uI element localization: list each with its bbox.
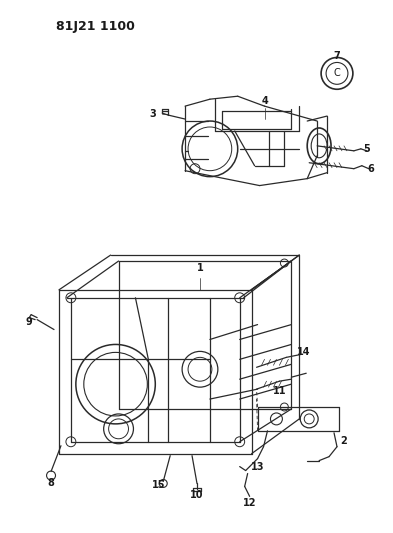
Text: 1: 1 (196, 263, 203, 273)
Text: 2: 2 (341, 436, 347, 446)
Text: 9: 9 (26, 317, 33, 327)
Text: 3: 3 (149, 109, 156, 119)
Text: 13: 13 (251, 462, 264, 472)
Text: 5: 5 (364, 144, 370, 154)
Text: 10: 10 (190, 490, 204, 500)
Text: 7: 7 (334, 52, 340, 61)
Text: 12: 12 (243, 498, 256, 508)
Text: 81J21 1100: 81J21 1100 (56, 20, 135, 33)
Text: C: C (334, 68, 340, 78)
Text: 14: 14 (296, 348, 310, 358)
Text: 11: 11 (273, 386, 286, 396)
Text: 6: 6 (367, 164, 374, 174)
Text: 4: 4 (261, 96, 268, 106)
Text: 8: 8 (48, 479, 55, 488)
Text: 15: 15 (152, 480, 165, 490)
